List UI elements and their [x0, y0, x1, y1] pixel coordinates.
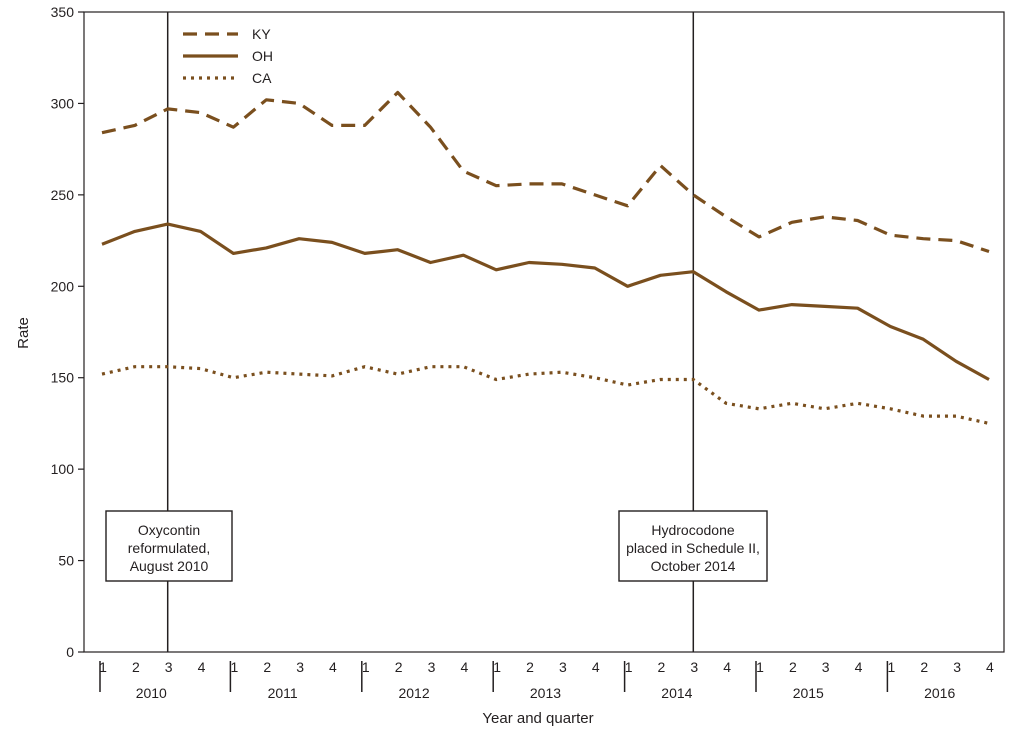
x-quarter-label: 3: [953, 659, 961, 675]
x-quarter-label: 4: [329, 659, 337, 675]
x-year-label: 2011: [268, 685, 298, 701]
x-quarter-label: 3: [559, 659, 567, 675]
event-lines: [166, 12, 695, 652]
x-axis: 1 2 3 4 2010 1 2 3 4 2011 1 2 3 4 2012 1 2 3 4 2013 1 2 3 4 2014…: [99, 659, 994, 701]
x-quarter-label: 1: [625, 659, 633, 675]
y-tick-label: 200: [51, 278, 75, 294]
x-quarter-label: 2: [920, 659, 928, 675]
x-quarter-label: 2: [526, 659, 534, 675]
y-tick-label: 50: [58, 553, 74, 569]
oxycontin-annotation-line: reformulated,: [128, 540, 210, 556]
legend: KY OH CA: [183, 26, 273, 86]
hydrocodone-annotation-line: Hydrocodone: [651, 522, 734, 538]
x-quarter-label: 1: [888, 659, 896, 675]
y-axis-title: Rate: [15, 317, 32, 349]
x-quarter-label: 1: [493, 659, 501, 675]
x-quarter-label: 1: [362, 659, 370, 675]
plot-frame: [83, 11, 1005, 653]
hydrocodone-annotation-box: [618, 510, 768, 582]
x-quarter-label: 4: [460, 659, 468, 675]
x-quarter-label: 3: [690, 659, 698, 675]
x-quarter-label: 3: [428, 659, 436, 675]
x-quarter-label: 1: [231, 659, 239, 675]
oxycontin-annotation-box: [105, 510, 233, 582]
x-quarter-label: 3: [165, 659, 173, 675]
x-year-label: 2014: [661, 685, 692, 701]
oxycontin-annotation-line: August 2010: [130, 558, 209, 574]
x-year-label: 2013: [530, 685, 561, 701]
x-quarter-label: 2: [132, 659, 140, 675]
y-tick-label: 350: [51, 4, 75, 20]
x-quarter-label: 4: [592, 659, 600, 675]
x-year-label: 2015: [793, 685, 824, 701]
x-axis-title: Year and quarter: [482, 710, 593, 727]
legend-label-oh: OH: [252, 48, 273, 64]
legend-label-ca: CA: [252, 70, 272, 86]
x-year-label: 2010: [136, 685, 167, 701]
y-tick-label: 0: [66, 644, 74, 660]
series-line-oh: [101, 222, 990, 381]
x-quarter-label: 1: [756, 659, 764, 675]
x-quarter-label: 3: [296, 659, 304, 675]
y-tick-label: 150: [51, 370, 75, 386]
x-quarter-label: 3: [822, 659, 830, 675]
x-quarter-label: 2: [395, 659, 403, 675]
x-quarter-label: 4: [723, 659, 731, 675]
hydrocodone-annotation-line: placed in Schedule II,: [626, 540, 760, 556]
hydrocodone-annotation-line: October 2014: [651, 558, 736, 574]
x-quarter-label: 1: [99, 659, 107, 675]
x-year-label: 2012: [398, 685, 429, 701]
x-quarter-label: 2: [658, 659, 666, 675]
annotations: Oxycontin reformulated, August 2010 Hydroco…: [105, 510, 768, 582]
x-quarter-label: 2: [263, 659, 271, 675]
x-quarter-label: 4: [986, 659, 994, 675]
y-axis: 0 50 100 150 200 250 300 350: [51, 4, 1005, 660]
x-year-label: 2016: [924, 685, 955, 701]
series-lines: [101, 90, 990, 425]
x-quarter-label: 2: [789, 659, 797, 675]
legend-label-ky: KY: [252, 26, 271, 42]
y-tick-label: 250: [51, 187, 75, 203]
series-line-ky: [101, 90, 990, 254]
y-tick-label: 100: [51, 461, 75, 477]
series-line-ca: [101, 365, 990, 425]
oxycontin-annotation-line: Oxycontin: [138, 522, 200, 538]
x-quarter-label: 4: [855, 659, 863, 675]
x-quarter-label: 4: [198, 659, 206, 675]
y-tick-label: 300: [51, 95, 75, 111]
